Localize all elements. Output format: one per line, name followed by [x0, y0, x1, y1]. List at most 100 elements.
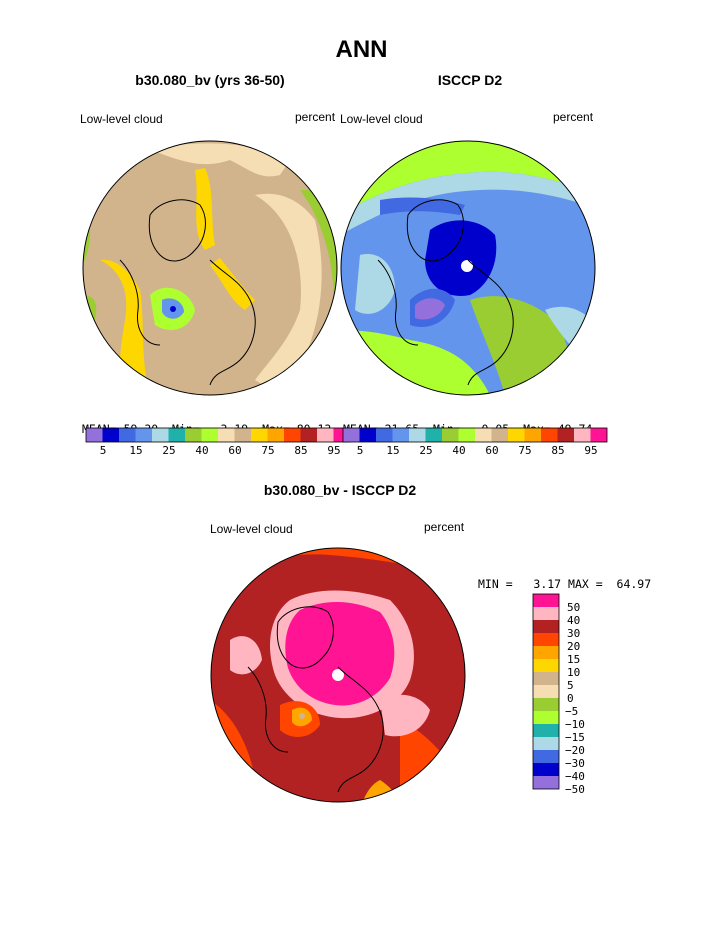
panel-2-cb-tick: 75 [518, 444, 532, 457]
panel-3-cb-swatch [533, 763, 559, 776]
panel-1-cb-tick: 95 [327, 444, 341, 457]
panel-2-cb-tick: 15 [386, 444, 400, 457]
panel-3-cb-swatch [533, 620, 559, 633]
panel-3-cb-tick: −30 [565, 757, 585, 770]
panel-2-variable-label: Low-level cloud [340, 112, 423, 126]
panel-3-cb-swatch [533, 750, 559, 763]
panel-2-cb-tick: 85 [551, 444, 565, 457]
panel-3-title: b30.080_bv - ISCCP D2 [263, 482, 417, 498]
map-3-border [210, 547, 466, 803]
panel-1-colorbar [85, 427, 351, 443]
coastlines [119, 199, 514, 793]
panel-3-cb-swatch [533, 776, 559, 789]
panel-2-colorbar [342, 427, 608, 443]
panel-1-cb-swatch [168, 428, 185, 442]
panel-1-title: b30.080_bv (yrs 36-50) [135, 72, 285, 88]
panel-2-cb-tick: 5 [356, 444, 364, 457]
panel-3-cb-tick: −20 [565, 744, 585, 757]
panel-1-cb-swatch [251, 428, 268, 442]
panel-1-cb-swatch [234, 428, 251, 442]
panel-2-cb-swatch [458, 428, 475, 442]
panel-2-cb-swatch [524, 428, 541, 442]
panel-2-cb-tick: 40 [452, 444, 466, 457]
panel-2-cb-swatch [359, 428, 376, 442]
panel-2-cb-tick: 60 [485, 444, 499, 457]
panel-3-cb-tick: −10 [565, 718, 585, 731]
panel-3-cb-swatch [533, 685, 559, 698]
panel-1-cb-tick: 25 [162, 444, 176, 457]
panel-3-cb-tick: 20 [567, 640, 581, 653]
panel-3-cb-tick: 40 [567, 614, 581, 627]
panel-2-cb-swatch [491, 428, 508, 442]
map-2-pole-marker [461, 260, 473, 272]
panel-1-cb-swatch [267, 428, 284, 442]
panel-3-min-label: MIN = [478, 577, 513, 591]
panel-3-units-label: percent [424, 520, 465, 534]
panel-3-cb-tick: −15 [565, 731, 585, 744]
panel-3-cb-swatch [533, 594, 559, 607]
panel-1-cb-tick: 5 [99, 444, 107, 457]
panel-3-cb-tick: −5 [565, 705, 579, 718]
panel-1-cb-swatch [102, 428, 119, 442]
panel-3-max: 64.97 [616, 577, 652, 591]
panel-3-cb-tick: −40 [565, 770, 585, 783]
panel-2-cb-swatch [392, 428, 409, 442]
panel-3-cb-swatch [533, 659, 559, 672]
panel-1-cb-swatch [284, 428, 301, 442]
panel-1-cb-swatch [201, 428, 218, 442]
panel-3-cb-swatch [533, 737, 559, 750]
panel-3-cb-swatch [533, 724, 559, 737]
panel-1-cb-swatch [152, 428, 169, 442]
panel-3-min: 3.17 [533, 577, 562, 591]
map-2-border [340, 140, 596, 396]
panel-1-cb-tick: 85 [294, 444, 308, 457]
panel-3-cb-swatch [533, 633, 559, 646]
page-title: ANN [335, 36, 388, 63]
panel-3-cb-tick: 15 [567, 653, 581, 666]
panel-1-cb-swatch [317, 428, 334, 442]
panel-3-cb-swatch [533, 646, 559, 659]
panel-3-cb-swatch [533, 711, 559, 724]
panel-2-cb-swatch [508, 428, 525, 442]
panel-1-cb-swatch [300, 428, 317, 442]
panel-2-cb-swatch [409, 428, 426, 442]
panel-1-cb-swatch [86, 428, 103, 442]
panel-3-variable-label: Low-level cloud [210, 522, 293, 536]
panel-2-cb-swatch [442, 428, 459, 442]
panel-1-cb-swatch [218, 428, 235, 442]
panel-2-cb-swatch [557, 428, 574, 442]
panel-2-cb-swatch [343, 428, 360, 442]
panel-3-max-label: MAX = [568, 577, 603, 591]
panel-2-units-label: percent [553, 110, 594, 124]
panel-2-cb-swatch [574, 428, 591, 442]
map-1-border [82, 140, 338, 396]
panel-2-cb-swatch [475, 428, 492, 442]
panel-2-cb-tick: 25 [419, 444, 433, 457]
panel-3-colorbar [532, 593, 560, 790]
panel-3-cb-tick: 0 [567, 692, 574, 705]
panel-2-cb-swatch [541, 428, 558, 442]
panel-2-cb-swatch [376, 428, 393, 442]
panel-1-cb-tick: 75 [261, 444, 275, 457]
panel-3-cb-tick: 10 [567, 666, 581, 679]
panel-3-cb-tick: −50 [565, 783, 585, 796]
panel-3-stats: MIN = 3.17 MAX = 64.97 [478, 563, 651, 591]
panel-2-cb-swatch [425, 428, 442, 442]
panel-2-title: ISCCP D2 [437, 72, 503, 88]
panel-3-cb-tick: 5 [567, 679, 574, 692]
panel-3-cb-tick: 50 [567, 601, 581, 614]
panel-1-variable-label: Low-level cloud [80, 112, 163, 126]
panel-1-cb-tick: 60 [228, 444, 242, 457]
panel-2-cb-tick: 95 [584, 444, 598, 457]
panel-1-cb-swatch [185, 428, 202, 442]
panel-1-cb-tick: 40 [195, 444, 209, 457]
panel-1-cb-swatch [119, 428, 136, 442]
panel-3-cb-swatch [533, 698, 559, 711]
panel-2-cb-swatch [590, 428, 607, 442]
panel-1-units-label: percent [295, 110, 336, 124]
panel-3-cb-tick: 30 [567, 627, 581, 640]
map-3-pole-marker [332, 669, 344, 681]
panel-3-cb-swatch [533, 607, 559, 620]
panel-1-cb-tick: 15 [129, 444, 143, 457]
